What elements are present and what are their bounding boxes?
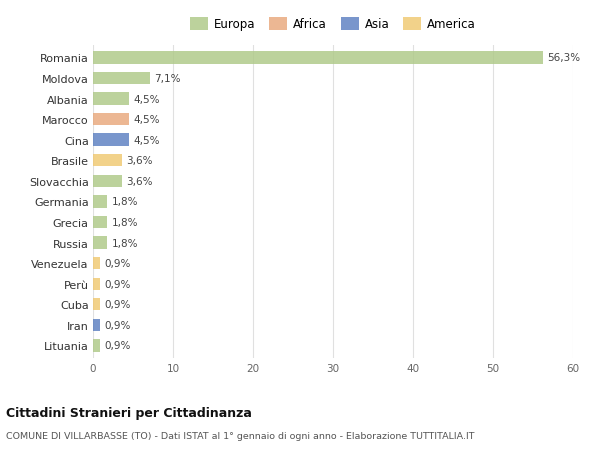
Bar	[93, 196, 107, 208]
Bar	[93, 175, 122, 188]
Text: 4,5%: 4,5%	[133, 94, 160, 104]
Bar	[93, 278, 100, 290]
Bar	[93, 319, 100, 331]
Text: 4,5%: 4,5%	[133, 135, 160, 146]
Legend: Europa, Africa, Asia, America: Europa, Africa, Asia, America	[188, 16, 478, 34]
Bar	[93, 155, 122, 167]
Bar	[93, 237, 107, 249]
Bar	[93, 257, 100, 270]
Text: 4,5%: 4,5%	[133, 115, 160, 125]
Text: 3,6%: 3,6%	[126, 176, 152, 186]
Bar	[93, 114, 129, 126]
Text: 0,9%: 0,9%	[104, 341, 131, 351]
Text: 1,8%: 1,8%	[112, 238, 138, 248]
Text: 0,9%: 0,9%	[104, 279, 131, 289]
Text: 0,9%: 0,9%	[104, 300, 131, 310]
Bar	[93, 134, 129, 146]
Bar	[93, 216, 107, 229]
Bar	[93, 298, 100, 311]
Bar	[93, 93, 129, 106]
Text: 3,6%: 3,6%	[126, 156, 152, 166]
Bar	[93, 73, 150, 85]
Text: 0,9%: 0,9%	[104, 320, 131, 330]
Text: 1,8%: 1,8%	[112, 197, 138, 207]
Text: COMUNE DI VILLARBASSE (TO) - Dati ISTAT al 1° gennaio di ogni anno - Elaborazion: COMUNE DI VILLARBASSE (TO) - Dati ISTAT …	[6, 431, 475, 441]
Bar	[93, 340, 100, 352]
Text: 0,9%: 0,9%	[104, 258, 131, 269]
Text: Cittadini Stranieri per Cittadinanza: Cittadini Stranieri per Cittadinanza	[6, 406, 252, 419]
Text: 1,8%: 1,8%	[112, 218, 138, 228]
Bar	[93, 52, 544, 64]
Text: 7,1%: 7,1%	[154, 74, 181, 84]
Text: 56,3%: 56,3%	[547, 53, 581, 63]
